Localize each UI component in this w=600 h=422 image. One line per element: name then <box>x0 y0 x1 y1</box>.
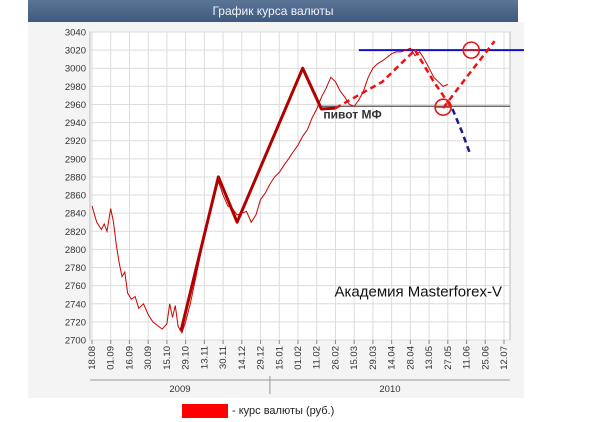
y-tick-label: 2900 <box>65 154 86 165</box>
x-tick-label: 13.11 <box>199 346 210 369</box>
x-tick-label: 01.09 <box>106 346 117 370</box>
pivot-annotation: пивот МФ <box>323 107 381 121</box>
legend-swatch <box>182 404 228 418</box>
x-tick-label: 14.12 <box>237 346 248 370</box>
x-tick-label: 12.07 <box>499 346 510 370</box>
y-tick-label: 2880 <box>65 172 86 183</box>
y-tick-label: 2820 <box>65 227 86 238</box>
x-tick-label: 28.04 <box>405 346 416 370</box>
y-tick-label: 2860 <box>65 191 86 202</box>
y-tick-label: 3020 <box>65 46 86 57</box>
x-tick-label: 15.01 <box>274 346 285 370</box>
x-tick-label: 18.08 <box>87 346 98 370</box>
watermark: Академия Masterforex-V <box>334 283 502 300</box>
x-tick-label: 14.04 <box>387 346 398 370</box>
y-tick-label: 3000 <box>65 64 86 75</box>
y-tick-label: 2800 <box>65 245 86 256</box>
y-tick-label: 2980 <box>65 82 86 93</box>
x-tick-label: 11.06 <box>462 346 473 369</box>
chart-title: График курса валюты <box>212 4 334 18</box>
trend-line <box>179 66 336 332</box>
currency-chart: 2700 2720 2740 2760 2780 2800 2820 2840 2860 2880… <box>65 28 540 395</box>
y-tick-label: 2740 <box>65 299 86 310</box>
x-tick-label: 15.03 <box>349 346 360 370</box>
chart-frame: 2700 2720 2740 2760 2780 2800 2820 2840 2860 2880… <box>28 22 540 398</box>
legend-label: - курс валюты (руб.) <box>232 405 335 417</box>
y-tick-label: 2940 <box>65 118 86 129</box>
y-tick-label: 2780 <box>65 263 86 274</box>
x-tick-label: 11.02 <box>312 346 323 369</box>
x-tick-label: 29.03 <box>368 346 379 370</box>
x-tick-label: 25.06 <box>480 346 491 370</box>
x-tick-label: 13.05 <box>424 346 435 370</box>
x-tick-label: 30.09 <box>143 346 154 370</box>
year-label: 2009 <box>169 384 190 395</box>
x-tick-label: 15.10 <box>162 346 173 370</box>
dashed-trend-up <box>334 49 416 110</box>
y-tick-label: 2700 <box>65 336 86 347</box>
x-tick-label: 29.10 <box>181 346 192 370</box>
y-tick-label: 2920 <box>65 136 86 147</box>
y-tick-label: 2760 <box>65 281 86 292</box>
dashed-trend-down <box>413 49 454 110</box>
x-tick-label: 29.12 <box>256 346 267 370</box>
legend: - курс валюты (руб.) <box>182 403 334 419</box>
x-tick-label: 27.05 <box>443 346 454 370</box>
year-label: 2010 <box>379 384 400 395</box>
dashed-forecast-down <box>451 108 472 155</box>
x-tick-label: 30.11 <box>218 346 229 369</box>
y-tick-label: 2720 <box>65 317 86 328</box>
dashed-breakout-up <box>442 40 496 109</box>
x-tick-label: 26.02 <box>330 346 341 370</box>
chart-title-bar: График курса валюты <box>28 0 518 22</box>
y-tick-label: 3040 <box>65 28 86 39</box>
x-tick-label: 01.02 <box>293 346 304 370</box>
y-tick-label: 2840 <box>65 209 86 220</box>
x-tick-label: 16.09 <box>124 346 135 370</box>
price-line <box>91 47 448 334</box>
y-tick-label: 2960 <box>65 100 86 111</box>
